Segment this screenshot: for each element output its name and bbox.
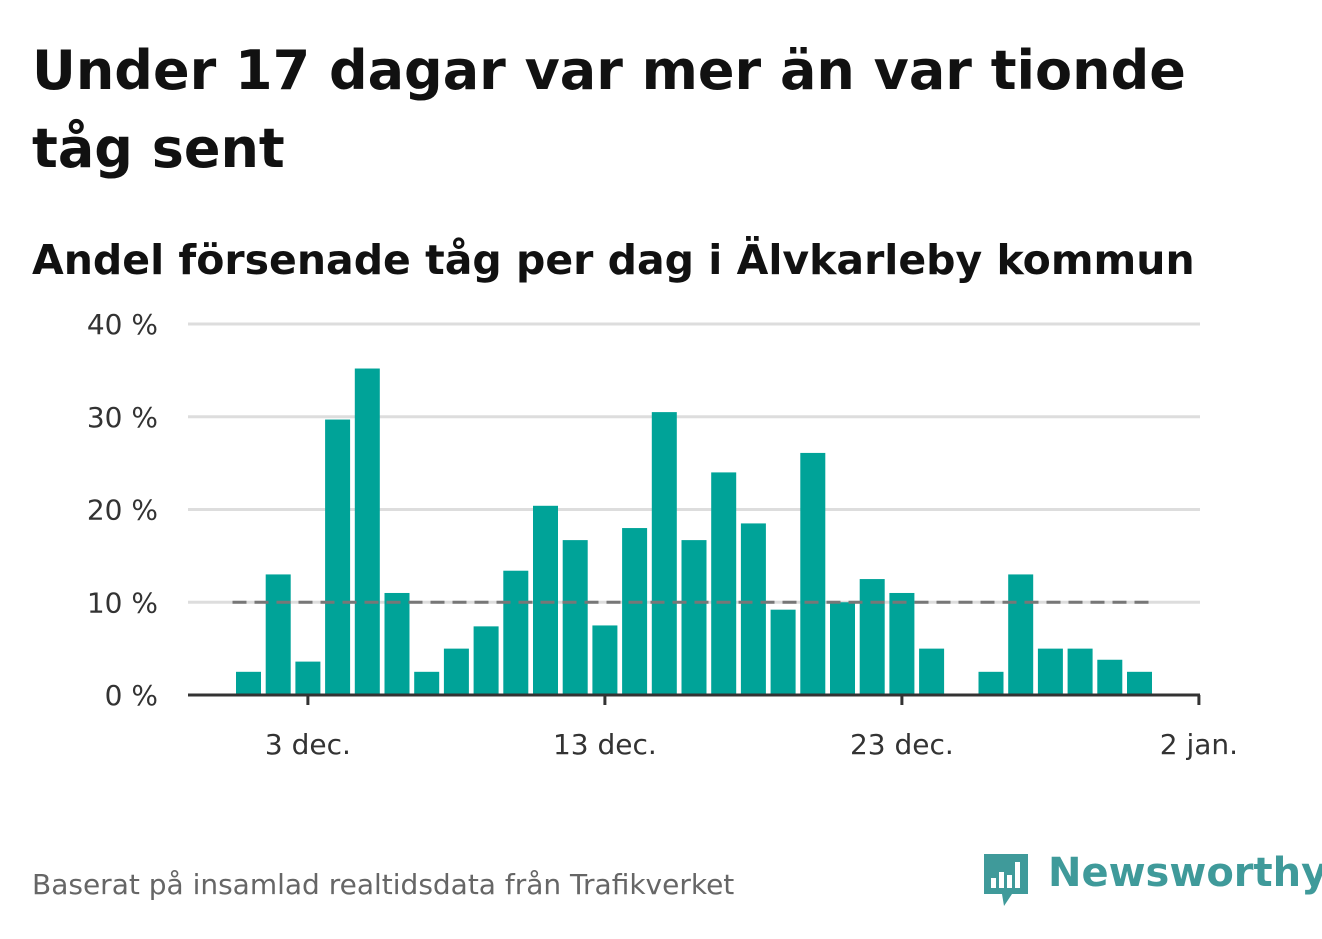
bar-chart: 0 % 10 % 20 % 30 % 40 % 3 dec. 13 dec. 23 dec.… xyxy=(87,308,1238,761)
x-tick-label: 23 dec. xyxy=(850,728,954,761)
bar xyxy=(1097,659,1123,695)
x-axis: 3 dec. 13 dec. 23 dec. 2 jan. xyxy=(188,693,1238,761)
bar xyxy=(354,368,380,695)
brand-name: Newsworthy xyxy=(1048,850,1322,896)
bar xyxy=(414,671,440,695)
bar xyxy=(503,570,529,695)
bar xyxy=(859,579,885,695)
bar xyxy=(740,523,766,695)
y-axis-labels: 0 % 10 % 20 % 30 % 40 % xyxy=(87,308,158,712)
bar xyxy=(622,528,648,695)
y-tick-label: 30 % xyxy=(87,401,158,434)
bars xyxy=(236,368,1152,695)
bar xyxy=(533,505,558,695)
y-tick-label: 40 % xyxy=(87,308,158,341)
chart-title: Under 17 dagar var mer än var tionde tåg… xyxy=(32,39,1186,180)
bar xyxy=(325,419,351,695)
bar xyxy=(265,574,291,695)
x-tick-label: 13 dec. xyxy=(553,728,657,761)
bar xyxy=(830,602,855,695)
bar xyxy=(473,626,499,695)
bar xyxy=(681,540,707,695)
chart-subtitle: Andel försenade tåg per dag i Älvkarleby… xyxy=(32,236,1195,284)
bar xyxy=(384,592,410,695)
bar xyxy=(1067,648,1093,695)
x-tick-label: 2 jan. xyxy=(1160,728,1238,761)
bar xyxy=(770,609,796,695)
bar xyxy=(651,412,677,695)
bar-chart-badge-icon xyxy=(984,854,1028,906)
bar xyxy=(562,540,588,695)
bar xyxy=(295,661,321,695)
source-note: Baserat på insamlad realtidsdata från Tr… xyxy=(32,868,735,901)
bar xyxy=(978,671,1004,695)
bar xyxy=(800,452,826,695)
bar xyxy=(236,671,261,695)
bar xyxy=(711,472,737,695)
bar xyxy=(1127,671,1152,695)
bar xyxy=(592,625,618,695)
bar xyxy=(1008,574,1034,695)
x-tick-label: 3 dec. xyxy=(265,728,351,761)
y-tick-label: 0 % xyxy=(105,679,158,712)
bar xyxy=(889,592,915,695)
bar xyxy=(1037,648,1063,695)
brand-logo[interactable]: Newsworthy xyxy=(980,848,1322,912)
bar xyxy=(443,648,469,695)
bar xyxy=(919,648,945,695)
y-tick-label: 10 % xyxy=(87,586,158,619)
y-tick-label: 20 % xyxy=(87,494,158,527)
